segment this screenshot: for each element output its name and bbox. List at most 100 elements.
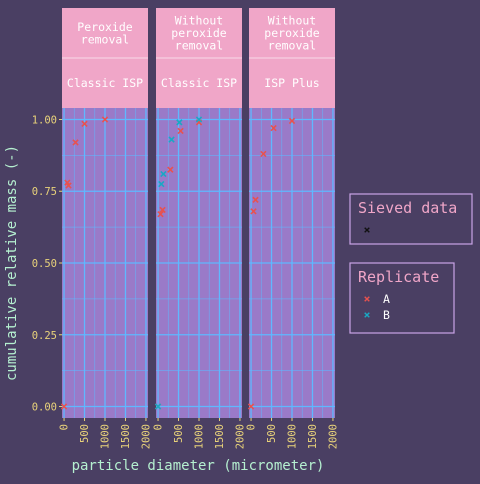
point-stroke <box>101 116 109 123</box>
data-points <box>247 117 296 410</box>
legend-sieved-data: Sieved data <box>349 193 473 245</box>
data-points <box>154 116 203 410</box>
point-B <box>154 403 162 410</box>
strip-top-line: peroxide <box>264 26 319 40</box>
point-stroke <box>177 127 184 135</box>
y-tick-label: 1.00 <box>32 114 57 126</box>
legend-title: Replicate <box>358 268 439 286</box>
grid-lines <box>156 108 242 418</box>
strip-top-label: Without peroxide removal <box>264 14 319 53</box>
grid-lines <box>62 108 148 418</box>
strip-top-line: Without <box>175 14 223 28</box>
point-stroke <box>157 211 164 218</box>
strip-top-label: Peroxide removal <box>77 20 132 47</box>
legend-replicate: Replicate AB <box>349 262 455 334</box>
point-A <box>252 196 259 204</box>
x-tick-label: 2000 <box>327 424 339 449</box>
point-stroke <box>168 136 175 143</box>
point-B <box>176 119 183 126</box>
facet-panel-2: Without peroxide removal Classic ISP 0 500 100… <box>153 8 246 449</box>
legend-label: A <box>383 292 390 306</box>
facet-panel-3: Without peroxide removal ISP Plus 0 500 1000 15… <box>246 8 339 449</box>
strip-bottom-bg <box>156 58 242 108</box>
strip-top-line: removal <box>268 39 316 53</box>
point-stroke <box>288 117 296 125</box>
y-tick-label: 0.75 <box>32 186 57 198</box>
point-B <box>195 116 203 123</box>
x-tick-label: 2000 <box>140 424 152 449</box>
y-tick-label: 0.00 <box>32 402 57 414</box>
point-A <box>270 124 277 132</box>
strip-top-line: removal <box>81 32 129 46</box>
strip-top-bg <box>62 8 148 58</box>
strip-bottom-bg <box>62 58 148 108</box>
point-stroke <box>247 403 255 410</box>
x-tick-label: 0 <box>59 424 71 430</box>
point-A <box>288 117 296 125</box>
point-stroke <box>270 124 277 132</box>
point-stroke <box>72 139 79 146</box>
x-tick-label: 0 <box>246 424 258 430</box>
point-stroke <box>158 180 165 188</box>
point-A <box>65 182 72 189</box>
point-stroke <box>154 403 162 410</box>
point-stroke <box>65 182 72 189</box>
strip-bottom-label: Classic ISP <box>67 76 143 90</box>
y-axis: 0.00 0.25 0.50 0.75 1.00 <box>32 114 62 414</box>
strip-bottom-label: ISP Plus <box>264 76 319 90</box>
strip-top-label: Without peroxide removal <box>171 14 226 53</box>
point-A <box>101 116 109 123</box>
facet-panel-1: Peroxide removal Classic ISP 0 500 1000 1500 20… <box>59 8 152 449</box>
x-axis: 0 500 1000 1500 2000 <box>246 418 339 449</box>
point-B <box>158 180 165 188</box>
x-tick-label: 500 <box>266 424 278 443</box>
x-tick-label: 2000 <box>234 424 246 449</box>
legend-key-stroke <box>364 227 370 233</box>
point-A <box>60 403 68 410</box>
legend-title: Sieved data <box>358 199 457 217</box>
legend-box <box>349 193 473 245</box>
strip-top-line: Peroxide <box>77 20 132 34</box>
legend-label: B <box>383 308 390 322</box>
legend-key-stroke <box>364 312 370 318</box>
point-stroke <box>159 206 166 214</box>
point-stroke <box>176 119 183 126</box>
x-tick-label: 1500 <box>307 424 319 449</box>
point-stroke <box>60 403 68 410</box>
data-points <box>60 116 109 410</box>
point-B <box>160 170 167 178</box>
legend-key <box>364 312 370 318</box>
x-axis: 0 500 1000 1500 2000 <box>59 418 152 449</box>
point-A <box>260 150 267 158</box>
point-stroke <box>64 179 71 186</box>
x-tick-label: 1500 <box>214 424 226 449</box>
y-axis-title: cumulative relative mass (-) <box>4 145 20 381</box>
legend-key <box>364 296 370 302</box>
point-stroke <box>195 116 203 123</box>
grid-lines <box>249 108 335 418</box>
point-B <box>168 136 175 143</box>
y-tick-label: 0.50 <box>32 258 57 270</box>
strip-top-bg <box>156 8 242 58</box>
point-A <box>157 211 164 218</box>
strip-bottom-label: Classic ISP <box>161 76 237 90</box>
strip-top-line: Without <box>268 14 316 28</box>
point-stroke <box>167 166 174 173</box>
legend-key <box>364 227 370 233</box>
x-tick-label: 500 <box>79 424 91 443</box>
strip-top-bg <box>249 8 335 58</box>
x-tick-label: 1000 <box>194 424 206 449</box>
y-tick-label: 0.25 <box>32 330 57 342</box>
x-tick-label: 1500 <box>120 424 132 449</box>
point-A <box>177 127 184 135</box>
point-A <box>72 139 79 146</box>
point-stroke <box>81 120 88 127</box>
legend-key-stroke <box>364 296 370 302</box>
x-tick-label: 0 <box>153 424 165 430</box>
point-A <box>167 166 174 173</box>
x-tick-label: 1000 <box>287 424 299 449</box>
point-stroke <box>252 196 259 204</box>
point-A <box>81 120 88 127</box>
